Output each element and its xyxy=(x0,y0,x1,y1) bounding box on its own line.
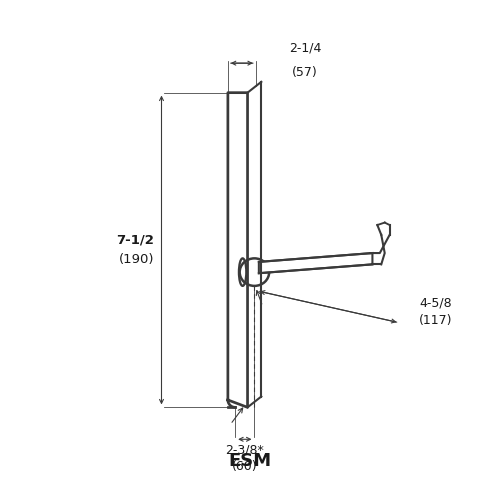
Text: 7-1/2: 7-1/2 xyxy=(116,234,154,246)
Polygon shape xyxy=(259,253,372,273)
Text: (60): (60) xyxy=(232,460,258,473)
Text: 2-1/4: 2-1/4 xyxy=(289,42,321,54)
Text: ESM: ESM xyxy=(228,452,272,470)
Text: (190): (190) xyxy=(118,254,154,266)
Text: (57): (57) xyxy=(292,66,318,78)
Text: 2-3/8*: 2-3/8* xyxy=(226,443,264,456)
Text: 4-5/8: 4-5/8 xyxy=(419,296,452,310)
Text: (117): (117) xyxy=(419,314,452,327)
